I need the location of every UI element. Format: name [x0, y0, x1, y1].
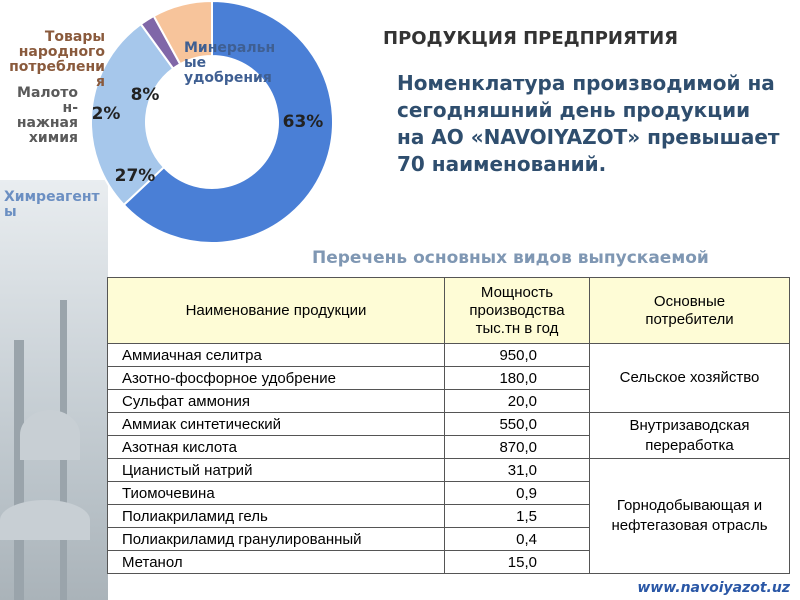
- capacity-cell: 0,9: [444, 481, 590, 505]
- consumer-cell: Горнодобывающая и нефтегазовая отрасль: [589, 458, 790, 574]
- page-title: ПРОДУКЦИЯ ПРЕДПРИЯТИЯ: [383, 28, 679, 49]
- product-name-cell: Полиакриламид гранулированный: [107, 527, 445, 551]
- slice-value-label: 27%: [115, 166, 156, 186]
- consumer-cell: Сельское хозяйство: [589, 343, 790, 413]
- capacity-cell: 31,0: [444, 458, 590, 482]
- capacity-cell: 0,4: [444, 527, 590, 551]
- tank-dome-shape: [0, 500, 90, 540]
- capacity-cell: 950,0: [444, 343, 590, 367]
- product-name-cell: Полиакриламид гель: [107, 504, 445, 528]
- table-row: Метанол 15,0: [107, 550, 790, 574]
- slice-category-label: Малото н-нажная химия: [17, 85, 79, 146]
- table-row: Аммиачная селитра 950,0 Сельское хозяйст…: [107, 343, 790, 413]
- chimney-shape: [14, 340, 24, 600]
- product-name-cell: Тиомочевина: [107, 481, 445, 505]
- capacity-cell: 180,0: [444, 366, 590, 390]
- header-product-name: Наименование продукции: [107, 277, 445, 344]
- slice-category-label: Минеральн ые удобрения: [184, 40, 275, 86]
- product-name-cell: Азотная кислота: [107, 435, 445, 459]
- product-name-cell: Цианистый натрий: [107, 458, 445, 482]
- header-consumers: Основные потребители: [589, 277, 790, 344]
- capacity-cell: 1,5: [444, 504, 590, 528]
- product-name-cell: Аммиачная селитра: [107, 343, 445, 367]
- donut-slice: [152, 0, 213, 66]
- product-table: Наименование продукции Мощность производ…: [107, 277, 790, 574]
- table-row: Азотная кислота 870,0: [107, 435, 790, 459]
- industrial-background-image: [0, 180, 108, 600]
- list-heading: Перечень основных видов выпускаемой: [312, 248, 709, 268]
- tank-dome-shape: [20, 410, 80, 460]
- capacity-cell: 870,0: [444, 435, 590, 459]
- capacity-cell: 20,0: [444, 389, 590, 413]
- table-row: Аммиак синтетический 550,0 Внутризаводск…: [107, 412, 790, 459]
- slice-value-label: 2%: [92, 104, 121, 124]
- donut-slice: [122, 0, 334, 244]
- product-name-cell: Метанол: [107, 550, 445, 574]
- slice-category-label: Товары народного потреблени я: [9, 29, 105, 90]
- capacity-cell: 15,0: [444, 550, 590, 574]
- product-name-cell: Аммиак синтетический: [107, 412, 445, 436]
- product-name-cell: Азотно-фосфорное удобрение: [107, 366, 445, 390]
- slice-value-label: 8%: [131, 85, 160, 105]
- slice-category-label: Химреагент ы: [4, 189, 100, 220]
- table-row: Тиомочевина 0,9: [107, 481, 790, 505]
- capacity-cell: 550,0: [444, 412, 590, 436]
- table-header-row: Наименование продукции Мощность производ…: [107, 277, 790, 344]
- table-row: Азотно-фосфорное удобрение 180,0: [107, 366, 790, 390]
- donut-slice: [90, 22, 175, 207]
- website-link[interactable]: www.navoiyazot.uz: [637, 580, 790, 596]
- table-row: Сульфат аммония 20,0: [107, 389, 790, 413]
- description-text: Номенклатура производимой на сегодняшний…: [397, 71, 780, 176]
- header-capacity: Мощность производства тыс.тн в год: [444, 277, 590, 344]
- consumer-cell: Внутризаводская переработка: [589, 412, 790, 459]
- product-name-cell: Сульфат аммония: [107, 389, 445, 413]
- table-row: Цианистый натрий 31,0 Горнодобывающая и …: [107, 458, 790, 574]
- slice-value-label: 63%: [283, 112, 324, 132]
